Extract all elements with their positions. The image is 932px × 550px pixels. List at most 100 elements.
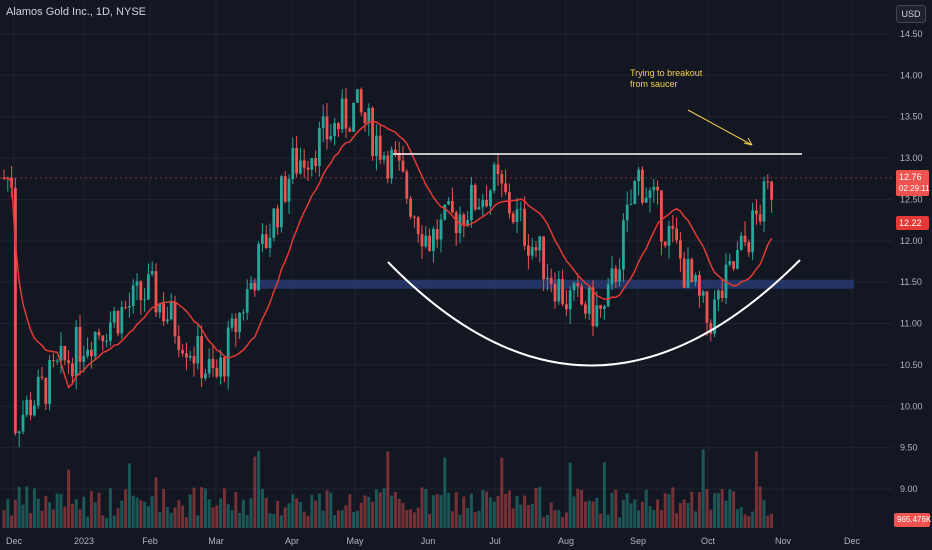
volume-bar xyxy=(644,489,648,528)
volume-bar xyxy=(371,501,375,528)
candle-body xyxy=(644,197,648,203)
candle-body xyxy=(591,287,595,327)
volume-bar xyxy=(488,497,492,528)
candle-body xyxy=(717,290,720,300)
candle-body xyxy=(82,356,86,362)
candle-body xyxy=(451,201,454,213)
volume-bar xyxy=(618,517,622,528)
volume-bar xyxy=(25,486,29,528)
volume-bar xyxy=(637,510,641,528)
candle-body xyxy=(565,304,568,310)
volume-bar xyxy=(124,489,128,528)
time-tick-label: Nov xyxy=(775,536,792,546)
volume-bar xyxy=(561,517,565,528)
candle-body xyxy=(409,198,412,217)
candle-body xyxy=(447,201,450,205)
volume-bar xyxy=(17,486,21,528)
volume-bar xyxy=(504,493,508,528)
volume-bar xyxy=(146,506,150,528)
volume-bar xyxy=(238,512,242,528)
candle-body xyxy=(371,107,374,157)
candle-body xyxy=(59,345,63,361)
volume-bar xyxy=(6,499,10,528)
currency-button[interactable]: USD xyxy=(896,5,926,23)
candle-body xyxy=(17,431,21,434)
volume-bar xyxy=(89,491,93,528)
price-tick-label: 13.50 xyxy=(900,112,923,122)
candle-body xyxy=(325,116,329,140)
candle-body xyxy=(519,208,523,210)
volume-bar xyxy=(169,512,173,528)
candle-body xyxy=(572,283,576,291)
candle-body xyxy=(124,307,127,309)
candle-body xyxy=(382,155,386,160)
volume-bar xyxy=(245,515,249,528)
volume-bar xyxy=(530,503,534,528)
candle-body xyxy=(378,135,382,160)
candle-body xyxy=(78,326,82,362)
candle-body xyxy=(226,327,230,377)
candle-body xyxy=(367,107,371,124)
candle-body xyxy=(101,335,105,342)
volume-bar xyxy=(241,499,245,528)
volume-bar xyxy=(450,511,454,528)
volume-bar xyxy=(553,510,557,528)
candle-body xyxy=(287,178,291,202)
volume-bar xyxy=(754,451,758,528)
volume-bar xyxy=(439,494,443,528)
candle-body xyxy=(283,176,287,202)
price-tick-label: 9.00 xyxy=(900,484,918,494)
candlestick-series xyxy=(2,87,773,448)
candle-body xyxy=(181,350,184,354)
volume-bar xyxy=(215,505,219,528)
candle-body xyxy=(329,136,333,140)
volume-bar xyxy=(477,510,481,528)
volume-bar xyxy=(78,509,82,528)
price-tick-label: 11.00 xyxy=(900,319,922,329)
time-tick-label: 2023 xyxy=(74,536,94,546)
candle-body xyxy=(394,149,397,153)
candle-body xyxy=(93,331,97,357)
volume-bar xyxy=(51,509,55,528)
volume-bar xyxy=(131,495,135,528)
volume-bar xyxy=(203,488,207,528)
candle-body xyxy=(770,181,773,200)
time-tick-label: Oct xyxy=(701,536,716,546)
candle-body xyxy=(86,349,89,357)
volume-bar xyxy=(359,502,363,528)
volume-bar xyxy=(393,492,397,528)
candle-body xyxy=(580,286,583,305)
volume-bar xyxy=(272,514,276,528)
volume-bar xyxy=(276,500,280,528)
candle-body xyxy=(21,414,25,432)
candle-body xyxy=(508,192,511,214)
volume-bar xyxy=(139,500,143,528)
candle-body xyxy=(215,367,219,377)
candle-body xyxy=(169,301,173,320)
candle-body xyxy=(90,349,93,357)
volume-bar xyxy=(374,489,378,528)
candle-body xyxy=(511,213,515,223)
candle-body xyxy=(413,216,416,218)
candle-body xyxy=(306,167,310,170)
candle-body xyxy=(443,204,447,220)
volume-bar xyxy=(382,488,386,528)
candle-body xyxy=(162,303,165,322)
volume-bar xyxy=(652,509,656,528)
candle-body xyxy=(74,326,78,377)
candle-body xyxy=(67,360,70,364)
volume-bar xyxy=(469,493,473,528)
volume-bar xyxy=(724,500,728,528)
volume-bar xyxy=(713,493,717,528)
candle-body xyxy=(71,363,74,377)
volume-bar xyxy=(268,513,272,528)
candle-body xyxy=(751,210,754,253)
volume-bar xyxy=(333,515,337,528)
candle-body xyxy=(641,169,644,203)
candle-body xyxy=(356,89,359,103)
moving-average-path xyxy=(3,120,773,389)
volume-bar xyxy=(317,493,321,528)
volume-bar xyxy=(112,515,116,528)
candle-body xyxy=(728,261,732,265)
